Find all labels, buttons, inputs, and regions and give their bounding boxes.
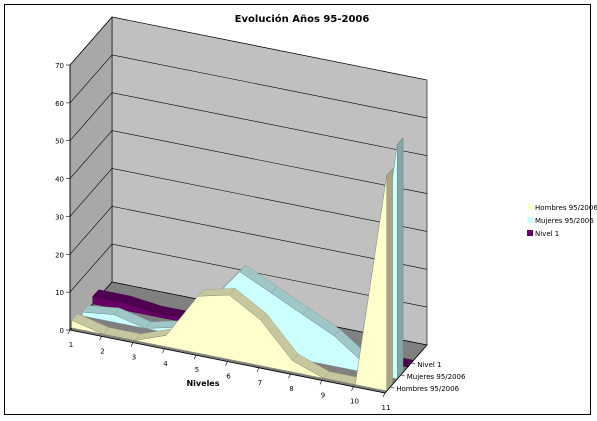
area-front-face	[71, 175, 388, 392]
y-axis: 0 10 20 30 40 50 60 70	[55, 62, 71, 335]
gridline	[69, 168, 428, 232]
y-tick-label: 20	[55, 251, 64, 259]
x-tick-label: 1	[69, 341, 73, 349]
x-tick	[225, 361, 228, 366]
depth-tick	[390, 386, 395, 389]
x-tick-label: 6	[226, 373, 231, 381]
depth-tick	[411, 362, 416, 365]
gridline	[69, 92, 428, 156]
x-tick-label: 3	[132, 354, 136, 362]
legend-label: Nivel 1	[535, 230, 559, 238]
depth-tick-label: Mujeres 95/2006	[407, 373, 466, 381]
x-tick-label: 2	[100, 347, 104, 355]
gridline	[69, 130, 428, 194]
x-tick	[130, 342, 134, 347]
x-tick-label: 5	[195, 366, 199, 374]
x-tick-label: 4	[163, 360, 168, 368]
x-tick	[288, 373, 291, 379]
depth-tick-label: Hombres 95/2006	[396, 385, 459, 393]
y-tick-label: 60	[55, 100, 64, 108]
x-tick	[193, 355, 197, 360]
depth-tick-label: Nivel 1	[417, 361, 441, 369]
depth-axis-line	[384, 344, 428, 394]
x-tick-label: 9	[321, 391, 325, 399]
depth-axis: Nivel 1 Mujeres 95/2006 Hombres 95/2006	[384, 344, 466, 394]
legend-swatch	[527, 204, 533, 210]
x-tick	[99, 336, 102, 341]
x-axis-label: Niveles	[186, 379, 219, 388]
legend-swatch	[527, 230, 533, 236]
y-tick-label: 0	[60, 327, 64, 335]
side-wall	[69, 16, 113, 331]
x-tick-label: 7	[258, 379, 262, 387]
chart-areas	[71, 136, 414, 392]
y-tick-label: 30	[55, 213, 64, 221]
y-tick-label: 40	[55, 176, 64, 184]
x-tick	[382, 392, 386, 398]
y-tick-label: 50	[55, 138, 64, 146]
x-tick	[351, 386, 354, 391]
y-tick-label: 70	[55, 62, 64, 70]
x-tick-label: 8	[289, 385, 293, 393]
y-tick-label: 10	[55, 289, 64, 297]
gridline	[69, 205, 428, 270]
x-tick	[319, 380, 323, 385]
legend: Hombres 95/2006 Mujeres 95/2006 Nivel 1	[527, 204, 597, 238]
gridline	[69, 16, 428, 81]
area-end-cap	[386, 167, 393, 392]
depth-tick	[400, 374, 405, 377]
x-tick	[67, 329, 71, 335]
legend-label: Mujeres 95/2006	[535, 217, 594, 225]
area-series	[71, 167, 393, 392]
chart-title: Evolución Años 95-2006	[235, 13, 370, 25]
x-tick-label: 10	[350, 398, 359, 406]
legend-swatch	[527, 217, 533, 223]
x-axis: 1 2 3 4 5 6 7 8 9 10 11	[67, 329, 391, 412]
x-tick-label: 11	[382, 404, 391, 412]
legend-label: Hombres 95/2006	[535, 204, 597, 212]
x-tick	[256, 367, 260, 372]
area-end-cap	[397, 137, 404, 380]
x-tick	[162, 348, 165, 354]
gridline	[69, 54, 428, 119]
gridline	[69, 243, 428, 308]
